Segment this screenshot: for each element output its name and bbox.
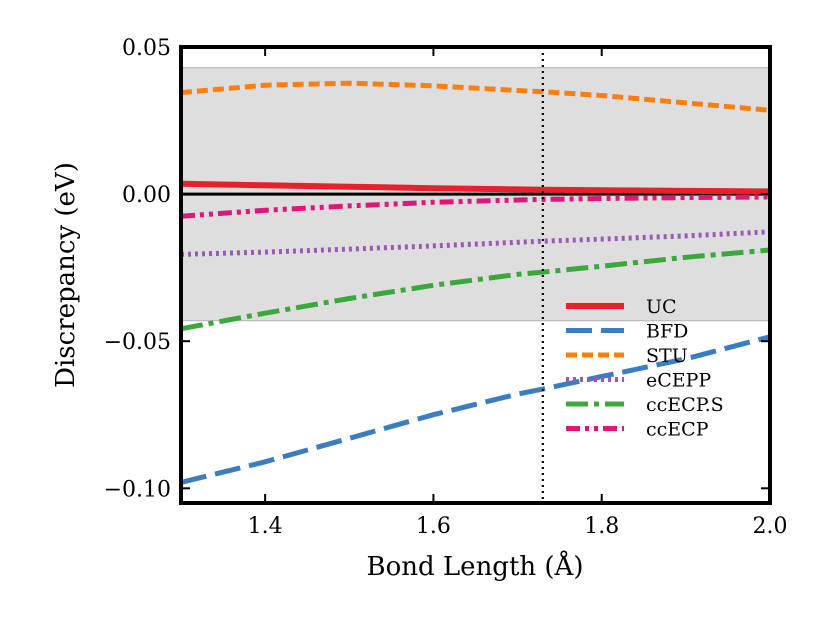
axes: Bond Length (Å) Discrepancy (eV) 1.4 1.6 1… — [51, 36, 788, 582]
series-line-stu — [181, 80, 770, 113]
legend-label: BFD — [646, 321, 688, 343]
y-tick-label: 0.05 — [122, 36, 171, 61]
x-tick-label: 2.0 — [753, 514, 788, 539]
legend-label: ccECP — [646, 419, 709, 441]
x-tick-label: 1.6 — [416, 514, 451, 539]
x-tick-label: 1.8 — [584, 514, 619, 539]
legend-label: eCEPP — [646, 370, 711, 392]
x-axis-label: Bond Length (Å) — [367, 550, 584, 582]
y-tick-label: 0.00 — [122, 183, 171, 208]
legend-label: STU — [646, 345, 688, 367]
y-tick-label: −0.05 — [104, 330, 171, 355]
plot-frame — [179, 45, 772, 505]
series-line-ccecp — [181, 194, 770, 219]
legend-label: UC — [646, 296, 677, 318]
legend-label: ccECP.S — [646, 394, 724, 416]
y-tick-label: −0.10 — [104, 477, 171, 502]
series-line-bfd — [181, 334, 770, 485]
series-line-ecepp — [181, 229, 770, 257]
series-line-uc — [181, 180, 770, 195]
x-tick-label: 1.4 — [248, 514, 283, 539]
y-axis-label: Discrepancy (eV) — [51, 162, 81, 388]
plot-area — [181, 47, 770, 503]
series-line-ccecp-s — [181, 247, 770, 332]
